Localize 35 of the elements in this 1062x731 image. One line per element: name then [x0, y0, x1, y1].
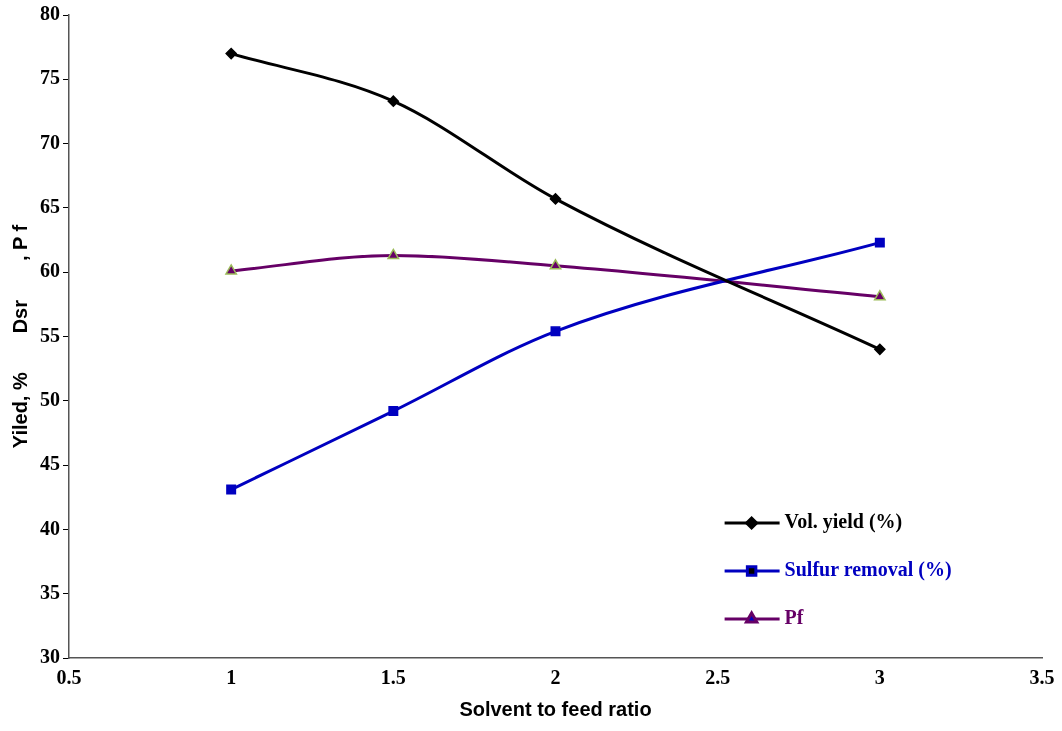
x-tick-label: 3: [874, 666, 885, 689]
point: [549, 259, 562, 270]
x-tick-label: 1.5: [380, 666, 406, 689]
y-tick-label: 55: [40, 323, 60, 346]
point: [874, 237, 885, 248]
point: [550, 326, 561, 337]
legend-label: Vol. yield (%): [784, 510, 903, 534]
y-tick-label: 70: [40, 130, 60, 153]
point: [226, 484, 237, 495]
point: [225, 264, 238, 275]
x-axis-title: Solvent to feed ratio: [459, 697, 652, 720]
y-tick-label: 65: [40, 195, 60, 218]
y-tick-label: 45: [40, 452, 60, 475]
point: [388, 406, 399, 417]
y-tick-label: 40: [40, 516, 60, 539]
y-tick-label: 35: [40, 580, 60, 603]
x-tick-label: 3.5: [1029, 666, 1055, 689]
point: [874, 343, 886, 356]
x-tick-label: 1: [226, 666, 237, 689]
y-axis-title: Yiled, % Dsr , P f: [8, 224, 31, 449]
legend-label: Sulfur removal (%): [784, 558, 952, 582]
x-tick-label: 0.5: [56, 666, 82, 689]
y-tick-label: 50: [40, 387, 60, 410]
y-tick-label: 30: [40, 645, 60, 668]
point: [549, 193, 562, 205]
y-tick-label: 75: [40, 66, 60, 89]
x-tick-label: 2.5: [705, 666, 731, 689]
y-tick-label: 80: [40, 2, 60, 25]
x-tick-label: 2: [550, 666, 561, 689]
legend-label: Pf: [784, 606, 804, 629]
point: [387, 95, 400, 107]
point: [225, 47, 237, 60]
point: [873, 289, 886, 301]
point: [387, 248, 400, 260]
y-tick-label: 60: [40, 259, 60, 282]
